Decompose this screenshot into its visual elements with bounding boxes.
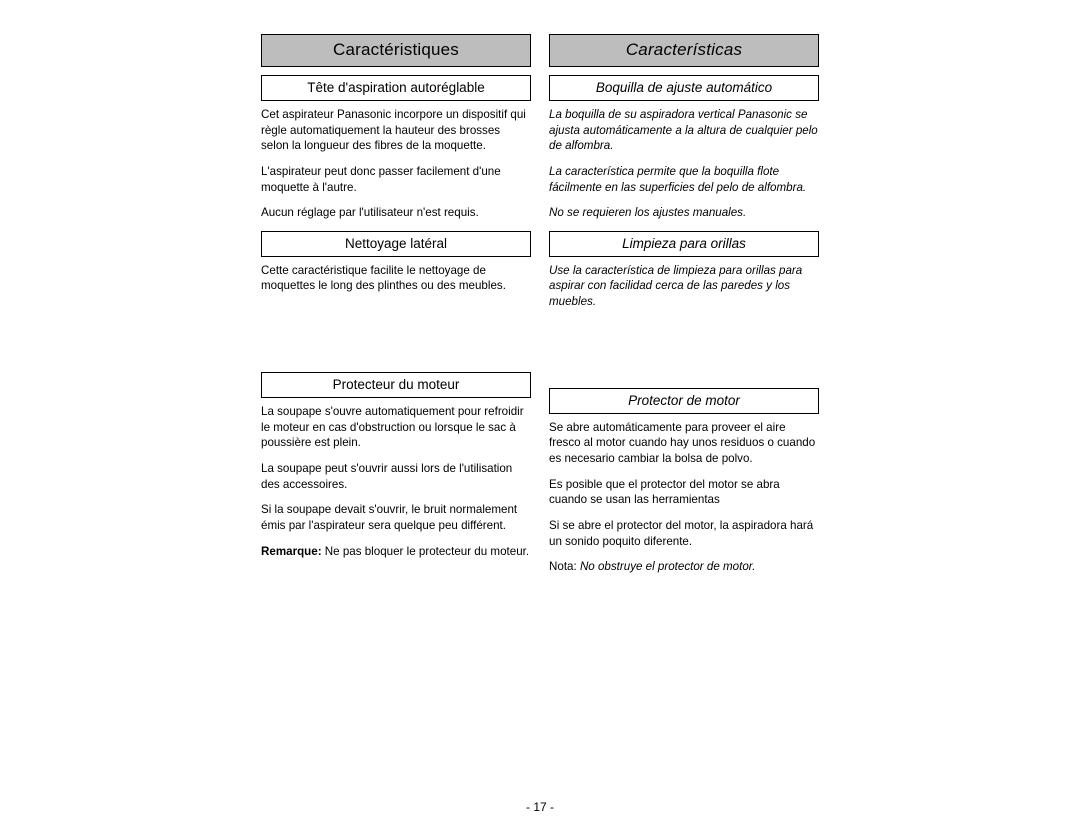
paragraph: Es posible que el protector del motor se… — [549, 477, 819, 508]
note-paragraph: Nota: No obstruye el protector de motor. — [549, 559, 819, 575]
paragraph: La característica permite que la boquill… — [549, 164, 819, 195]
paragraph: La soupape s'ouvre automatiquement pour … — [261, 404, 531, 451]
note-paragraph: Remarque: Ne pas bloquer le protecteur d… — [261, 544, 531, 560]
paragraph: La boquilla de su aspiradora vertical Pa… — [549, 107, 819, 154]
section-title: Protector de motor — [549, 388, 819, 414]
section-title: Protecteur du moteur — [261, 372, 531, 398]
note-prefix: Nota: — [549, 560, 580, 573]
column-header: Caractéristiques — [261, 34, 531, 67]
paragraph: La soupape peut s'ouvrir aussi lors de l… — [261, 461, 531, 492]
paragraph: Si la soupape devait s'ouvrir, le bruit … — [261, 502, 531, 533]
spacer — [261, 304, 531, 366]
section-title: Tête d'aspiration autoréglable — [261, 75, 531, 101]
manual-page: Caractéristiques Tête d'aspiration autor… — [0, 0, 1080, 834]
paragraph: No se requieren los ajustes manuales. — [549, 205, 819, 221]
spacer — [549, 320, 819, 382]
page-number: - 17 - — [0, 800, 1080, 814]
two-column-layout: Caractéristiques Tête d'aspiration autor… — [0, 0, 1080, 585]
paragraph: Cet aspirateur Panasonic incorpore un di… — [261, 107, 531, 154]
section-title: Nettoyage latéral — [261, 231, 531, 257]
note-text: No obstruye el protector de motor. — [580, 560, 756, 573]
column-header: Características — [549, 34, 819, 67]
paragraph: Aucun réglage par l'utilisateur n'est re… — [261, 205, 531, 221]
paragraph: Cette caractéristique facilite le nettoy… — [261, 263, 531, 294]
section-title: Limpieza para orillas — [549, 231, 819, 257]
paragraph: Si se abre el protector del motor, la as… — [549, 518, 819, 549]
note-text: Ne pas bloquer le protecteur du moteur. — [322, 545, 530, 558]
column-french: Caractéristiques Tête d'aspiration autor… — [261, 34, 531, 585]
paragraph: Se abre automáticamente para proveer el … — [549, 420, 819, 467]
paragraph: Use la característica de limpieza para o… — [549, 263, 819, 310]
paragraph: L'aspirateur peut donc passer facilement… — [261, 164, 531, 195]
section-title: Boquilla de ajuste automático — [549, 75, 819, 101]
column-spanish: Características Boquilla de ajuste autom… — [549, 34, 819, 585]
note-label: Remarque: — [261, 545, 322, 558]
